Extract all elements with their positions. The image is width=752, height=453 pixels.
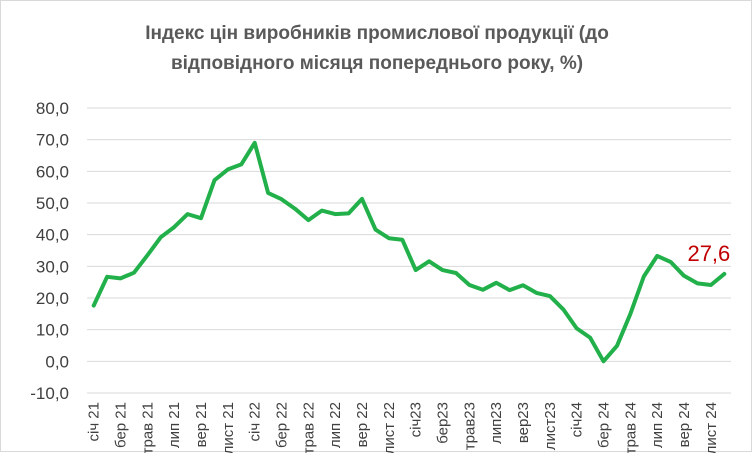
y-tick-label: 70,0 <box>36 131 69 150</box>
data-label: 27,6 <box>687 241 730 266</box>
y-tick-label: 80,0 <box>36 99 69 118</box>
x-tick-label: січ 21 <box>86 402 103 442</box>
x-tick-label: бер23 <box>435 402 452 444</box>
x-tick-label: вер 24 <box>676 402 693 447</box>
x-tick-label: лист23 <box>542 402 559 450</box>
x-tick-label: лип 22 <box>327 402 344 448</box>
x-axis: січ 21 бер 21 трав 21 лип 21 вер 21 лист 21 сі… <box>86 402 720 453</box>
y-tick-label: 50,0 <box>36 194 69 213</box>
x-tick-label: лист 22 <box>381 402 398 453</box>
chart-title-line-2: відповідного місяця попереднього року, %… <box>170 53 584 74</box>
x-tick-label: лип23 <box>488 402 505 444</box>
x-tick-label: трав 24 <box>622 402 639 453</box>
x-tick-label: вер 21 <box>193 402 210 447</box>
x-tick-label: бер 24 <box>596 402 613 448</box>
x-tick-label: лист 24 <box>703 402 720 453</box>
gridlines <box>87 107 731 394</box>
series-line <box>91 140 727 364</box>
y-tick-label: 40,0 <box>36 226 69 245</box>
chart-title: Індекс цін виробників промислової продук… <box>1 19 752 79</box>
y-tick-label: 10,0 <box>36 321 69 340</box>
y-axis: -10,0 0,0 10,0 20,0 30,0 40,0 50,0 60,0 70,0 80,0 <box>30 99 69 403</box>
x-tick-label: січ23 <box>408 402 425 437</box>
y-tick-label: 60,0 <box>36 162 69 181</box>
series-layer <box>91 140 727 364</box>
x-tick-label: трав 21 <box>139 402 156 453</box>
x-tick-label: січ 22 <box>247 402 264 442</box>
x-tick-label: трав 22 <box>300 402 317 453</box>
data-label-layer: 27,6 <box>687 241 730 266</box>
x-tick-label: січ24 <box>569 402 586 437</box>
x-tick-label: лист 21 <box>220 402 237 453</box>
x-tick-label: лип 21 <box>166 402 183 448</box>
x-tick-label: вер 22 <box>354 402 371 447</box>
x-tick-label: бер 22 <box>274 402 291 448</box>
y-tick-label: -10,0 <box>30 384 69 403</box>
y-tick-label: 0,0 <box>45 352 69 371</box>
x-tick-label: вер23 <box>515 402 532 443</box>
y-tick-label: 20,0 <box>36 289 69 308</box>
y-tick-label: 30,0 <box>36 257 69 276</box>
chart-title-line-1: Індекс цін виробників промислової продук… <box>145 23 609 44</box>
x-tick-label: бер 21 <box>113 402 130 448</box>
x-tick-label: трав23 <box>461 402 478 450</box>
x-tick-label: лип 24 <box>649 402 666 448</box>
